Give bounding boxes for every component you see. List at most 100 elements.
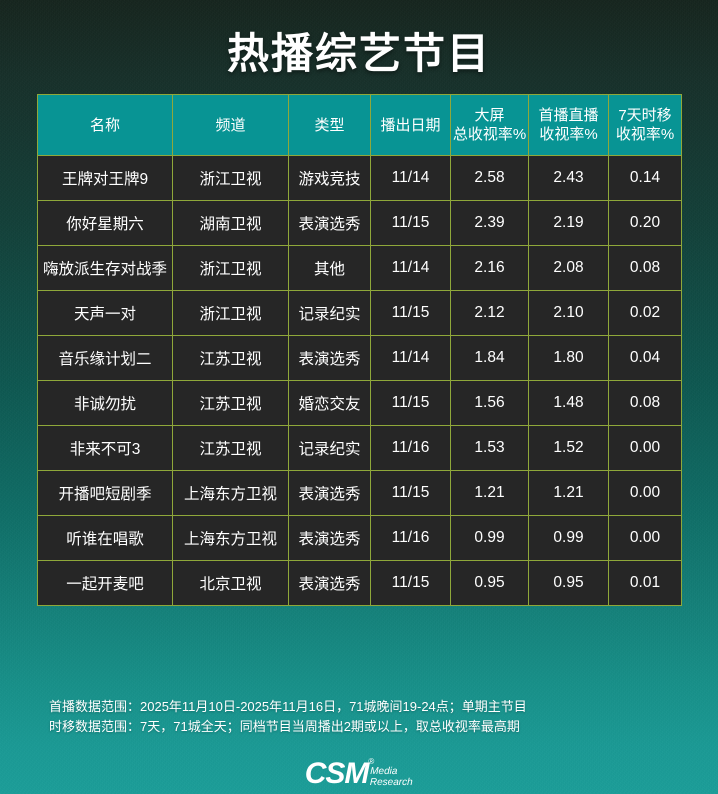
- cell-genre: 表演选秀: [288, 335, 371, 381]
- table-row[interactable]: 你好星期六 湖南卫视 表演选秀 11/15 2.39 2.19 0.20: [37, 200, 682, 246]
- cell-air_date: 11/15: [370, 560, 451, 606]
- column-header-shift_rating-line1: 7天时移: [618, 107, 672, 124]
- table-header-row: 名称 频道 类型 播出日期 大屏 总收视率% 首播直播 收视率% 7天时移 收视率%: [37, 94, 682, 156]
- cell-shift_rating: 0.00: [608, 515, 682, 561]
- table-row[interactable]: 王牌对王牌9 浙江卫视 游戏竞技 11/14 2.58 2.43 0.14: [37, 155, 682, 201]
- cell-air_date: 11/15: [370, 200, 451, 246]
- cell-total_rating: 0.99: [450, 515, 529, 561]
- table-row[interactable]: 听谁在唱歌 上海东方卫视 表演选秀 11/16 0.99 0.99 0.00: [37, 515, 682, 561]
- cell-shift_rating: 0.01: [608, 560, 682, 606]
- ratings-table-container: 名称 频道 类型 播出日期 大屏 总收视率% 首播直播 收视率% 7天时移 收视率% 王牌对王牌9…: [37, 94, 682, 606]
- column-header-live_rating-line1: 首播直播: [538, 107, 599, 124]
- cell-genre: 游戏竞技: [288, 155, 371, 201]
- cell-channel: 上海东方卫视: [172, 515, 289, 561]
- cell-live_rating: 1.48: [528, 380, 609, 426]
- cell-name: 听谁在唱歌: [37, 515, 173, 561]
- column-header-name[interactable]: 名称: [37, 94, 173, 156]
- cell-air_date: 11/15: [370, 380, 451, 426]
- cell-live_rating: 2.10: [528, 290, 609, 336]
- table-row[interactable]: 非诚勿扰 江苏卫视 婚恋交友 11/15 1.56 1.48 0.08: [37, 380, 682, 426]
- cell-air_date: 11/15: [370, 470, 451, 516]
- cell-shift_rating: 0.04: [608, 335, 682, 381]
- cell-total_rating: 2.58: [450, 155, 529, 201]
- csm-wordmark: CSM: [304, 757, 370, 790]
- column-header-total_rating[interactable]: 大屏总收视率%: [450, 94, 529, 156]
- table-head: 名称 频道 类型 播出日期 大屏 总收视率% 首播直播 收视率% 7天时移 收视率%: [37, 94, 682, 156]
- csm-tagline: Media Research: [370, 766, 414, 788]
- cell-name: 非诚勿扰: [37, 380, 173, 426]
- csm-tagline-line-2: Research: [370, 777, 414, 788]
- cell-live_rating: 0.99: [528, 515, 609, 561]
- table-row[interactable]: 非来不可3 江苏卫视 记录纪实 11/16 1.53 1.52 0.00: [37, 425, 682, 471]
- column-header-live_rating[interactable]: 首播直播收视率%: [528, 94, 609, 156]
- cell-live_rating: 1.80: [528, 335, 609, 381]
- table-row[interactable]: 音乐缘计划二 江苏卫视 表演选秀 11/14 1.84 1.80 0.04: [37, 335, 682, 381]
- column-header-live_rating-line2: 收视率%: [539, 126, 598, 143]
- cell-channel: 湖南卫视: [172, 200, 289, 246]
- table-row[interactable]: 嗨放派生存对战季 浙江卫视 其他 11/14 2.16 2.08 0.08: [37, 245, 682, 291]
- cell-channel: 浙江卫视: [172, 245, 289, 291]
- cell-channel: 上海东方卫视: [172, 470, 289, 516]
- column-header-shift_rating-line2: 收视率%: [615, 126, 675, 143]
- cell-live_rating: 2.08: [528, 245, 609, 291]
- cell-channel: 江苏卫视: [172, 425, 289, 471]
- footnote-line-2: 时移数据范围：7天，71城全天；同档节目当周播出2期或以上，取总收视率最高期: [49, 719, 520, 734]
- cell-shift_rating: 0.00: [608, 425, 682, 471]
- cell-shift_rating: 0.00: [608, 470, 682, 516]
- cell-live_rating: 0.95: [528, 560, 609, 606]
- cell-total_rating: 2.16: [450, 245, 529, 291]
- column-header-air_date[interactable]: 播出日期: [370, 94, 451, 156]
- cell-air_date: 11/15: [370, 290, 451, 336]
- ratings-table: 名称 频道 类型 播出日期 大屏 总收视率% 首播直播 收视率% 7天时移 收视率% 王牌对王牌9…: [37, 94, 682, 606]
- cell-genre: 其他: [288, 245, 371, 291]
- cell-name: 开播吧短剧季: [37, 470, 173, 516]
- cell-live_rating: 2.43: [528, 155, 609, 201]
- cell-name: 音乐缘计划二: [37, 335, 173, 381]
- cell-shift_rating: 0.08: [608, 245, 682, 291]
- cell-name: 嗨放派生存对战季: [37, 245, 173, 291]
- cell-live_rating: 2.19: [528, 200, 609, 246]
- column-header-genre[interactable]: 类型: [288, 94, 371, 156]
- column-header-total_rating-line1: 大屏: [474, 107, 505, 124]
- cell-shift_rating: 0.14: [608, 155, 682, 201]
- cell-name: 王牌对王牌9: [37, 155, 173, 201]
- table-body: 王牌对王牌9 浙江卫视 游戏竞技 11/14 2.58 2.43 0.14 你好星期六 湖南卫视…: [37, 155, 682, 606]
- footnote-line-1: 首播数据范围：2025年11月10日-2025年11月16日，71城晚间19-2…: [49, 699, 527, 714]
- cell-genre: 表演选秀: [288, 200, 371, 246]
- table-row[interactable]: 天声一对 浙江卫视 记录纪实 11/15 2.12 2.10 0.02: [37, 290, 682, 336]
- cell-genre: 表演选秀: [288, 470, 371, 516]
- cell-total_rating: 2.12: [450, 290, 529, 336]
- cell-total_rating: 1.84: [450, 335, 529, 381]
- csm-logo-inner: CSM ® Media Research: [305, 758, 413, 790]
- cell-name: 一起开麦吧: [37, 560, 173, 606]
- cell-shift_rating: 0.08: [608, 380, 682, 426]
- cell-name: 你好星期六: [37, 200, 173, 246]
- cell-shift_rating: 0.20: [608, 200, 682, 246]
- column-header-shift_rating[interactable]: 7天时移收视率%: [608, 94, 682, 156]
- cell-air_date: 11/16: [370, 515, 451, 561]
- page-title: 热播综艺节目: [226, 30, 491, 77]
- cell-genre: 婚恋交友: [288, 380, 371, 426]
- cell-genre: 表演选秀: [288, 515, 371, 561]
- cell-genre: 表演选秀: [288, 560, 371, 606]
- footnotes: 首播数据范围：2025年11月10日-2025年11月16日，71城晚间19-2…: [49, 697, 527, 737]
- cell-total_rating: 0.95: [450, 560, 529, 606]
- cell-total_rating: 2.39: [450, 200, 529, 246]
- cell-channel: 江苏卫视: [172, 335, 289, 381]
- cell-live_rating: 1.21: [528, 470, 609, 516]
- registered-mark-icon: ®: [368, 757, 375, 766]
- csm-tagline-line-1: Media: [370, 766, 399, 777]
- cell-shift_rating: 0.02: [608, 290, 682, 336]
- cell-name: 非来不可3: [37, 425, 173, 471]
- column-header-channel[interactable]: 频道: [172, 94, 289, 156]
- table-row[interactable]: 开播吧短剧季 上海东方卫视 表演选秀 11/15 1.21 1.21 0.00: [37, 470, 682, 516]
- cell-channel: 江苏卫视: [172, 380, 289, 426]
- cell-channel: 北京卫视: [172, 560, 289, 606]
- table-row[interactable]: 一起开麦吧 北京卫视 表演选秀 11/15 0.95 0.95 0.01: [37, 560, 682, 606]
- cell-live_rating: 1.52: [528, 425, 609, 471]
- column-header-total_rating-line2: 总收视率%: [452, 126, 527, 143]
- cell-total_rating: 1.56: [450, 380, 529, 426]
- cell-total_rating: 1.53: [450, 425, 529, 471]
- cell-total_rating: 1.21: [450, 470, 529, 516]
